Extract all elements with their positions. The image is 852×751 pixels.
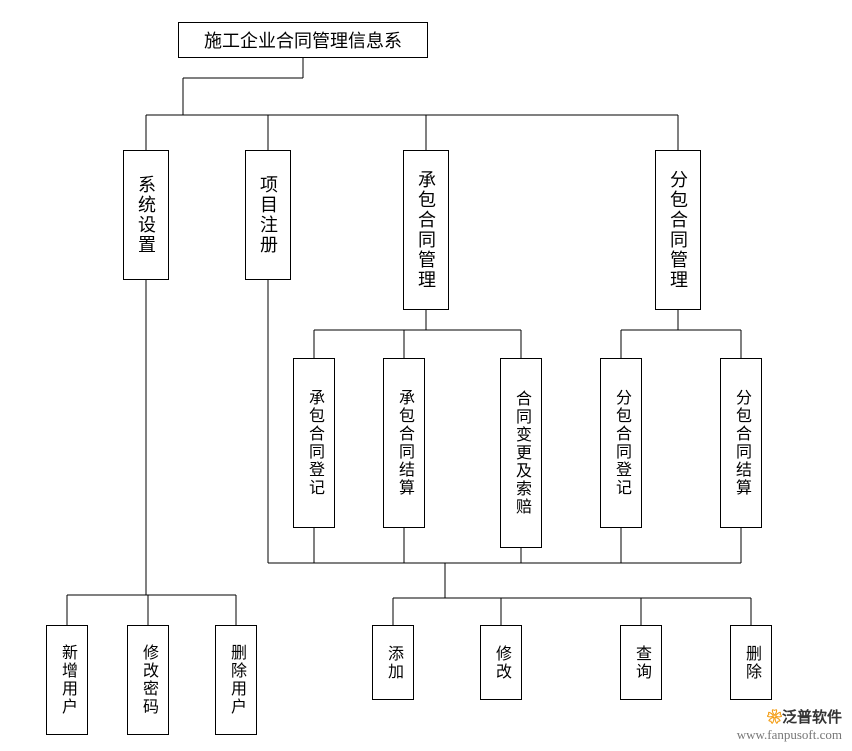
node-proj: 项目注册 (245, 150, 291, 280)
node-label: 系统设置 (133, 175, 159, 255)
node-label: 合同变更及索赔 (509, 390, 533, 516)
node-label: 新增用户 (55, 644, 79, 716)
node-label: 承包合同结算 (392, 389, 416, 497)
node-label: 承包合同登记 (302, 389, 326, 497)
node-label: 分包合同登记 (609, 389, 633, 497)
node-fb1: 分包合同登记 (600, 358, 642, 528)
node-cb: 承包合同管理 (403, 150, 449, 310)
flower-icon: ❀ (767, 710, 782, 726)
watermark-url: www.fanpusoft.com (737, 727, 842, 743)
watermark: ❀泛普软件 www.fanpusoft.com (737, 709, 842, 743)
node-label: 分包合同管理 (665, 170, 691, 290)
node-cb1: 承包合同登记 (293, 358, 335, 528)
node-root-label: 施工企业合同管理信息系 (204, 27, 402, 53)
node-s1: 新增用户 (46, 625, 88, 735)
watermark-brand-text: 泛普软件 (782, 710, 842, 726)
node-o3: 查询 (620, 625, 662, 700)
node-fb2: 分包合同结算 (720, 358, 762, 528)
node-fb: 分包合同管理 (655, 150, 701, 310)
node-label: 承包合同管理 (413, 170, 439, 290)
node-s2: 修改密码 (127, 625, 169, 735)
node-cb3: 合同变更及索赔 (500, 358, 542, 548)
node-sys: 系统设置 (123, 150, 169, 280)
watermark-brand: ❀泛普软件 (737, 709, 842, 727)
node-o2: 修改 (480, 625, 522, 700)
node-label: 删除 (739, 645, 763, 681)
node-o1: 添加 (372, 625, 414, 700)
node-o4: 删除 (730, 625, 772, 700)
node-label: 添加 (381, 645, 405, 681)
node-label: 修改密码 (136, 644, 160, 716)
node-cb2: 承包合同结算 (383, 358, 425, 528)
node-label: 项目注册 (255, 175, 281, 255)
node-label: 查询 (629, 645, 653, 681)
node-label: 删除用户 (224, 644, 248, 716)
node-label: 分包合同结算 (729, 389, 753, 497)
node-label: 修改 (489, 645, 513, 681)
node-s3: 删除用户 (215, 625, 257, 735)
node-root: 施工企业合同管理信息系 (178, 22, 428, 58)
